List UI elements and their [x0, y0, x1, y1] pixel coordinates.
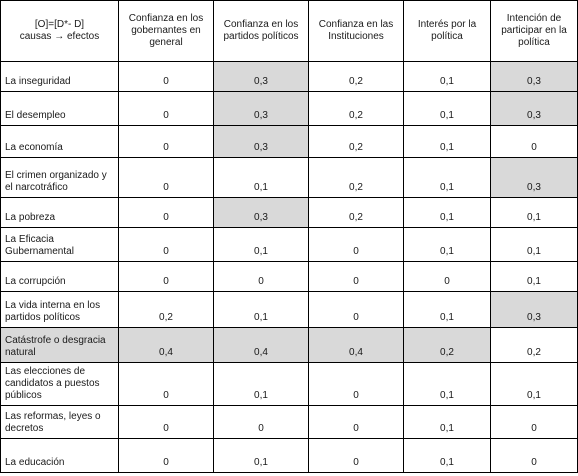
matrix-cell: 0,1: [403, 227, 491, 262]
column-header: Confianza en las Instituciones: [308, 0, 404, 62]
matrix-cell: 0: [308, 291, 404, 328]
matrix-cell: 0,1: [403, 291, 491, 328]
matrix-cell: 0,2: [308, 61, 404, 92]
matrix-cell: 0,3: [213, 61, 309, 92]
matrix-cell: 0: [118, 261, 214, 292]
row-label: La vida interna en los partidos político…: [0, 291, 119, 328]
matrix-cell: 0,2: [403, 327, 491, 363]
matrix-cell: 0: [308, 438, 404, 473]
matrix-cell: 0,3: [213, 197, 309, 228]
row-label: La educación: [0, 438, 119, 473]
matrix-cell: 0: [118, 438, 214, 473]
column-header: Intención de participar en la política: [490, 0, 578, 62]
row-label: El desempleo: [0, 91, 119, 126]
row-label: La pobreza: [0, 197, 119, 228]
matrix-cell: 0,3: [213, 91, 309, 126]
matrix-cell: 0,1: [403, 125, 491, 158]
matrix-cell: 0: [490, 125, 578, 158]
matrix-cell: 0,4: [118, 327, 214, 363]
matrix-cell: 0,1: [213, 362, 309, 406]
matrix-body: La inseguridad 0 0,3 0,2 0,1 0,3 El desempleo 0…: [0, 61, 578, 473]
matrix-cell: 0,1: [213, 227, 309, 262]
matrix-cell: 0,4: [308, 327, 404, 363]
table-row: Las reformas, leyes o decretos 0 0 0 0,1 0: [0, 405, 578, 439]
matrix-cell: 0: [403, 261, 491, 292]
matrix-cell: 0,1: [403, 61, 491, 92]
matrix-cell: 0: [213, 261, 309, 292]
matrix-cell: 0,3: [213, 125, 309, 158]
matrix-cell: 0: [118, 125, 214, 158]
matrix-cell: 0,1: [403, 438, 491, 473]
matrix-cell: 0,1: [490, 261, 578, 292]
matrix-cell: 0,1: [403, 157, 491, 198]
matrix-cell: 0,3: [490, 291, 578, 328]
matrix-cell: 0,1: [403, 405, 491, 439]
matrix-cell: 0: [308, 362, 404, 406]
matrix-cell: 0,2: [490, 327, 578, 363]
column-header: Confianza en los gobernantes en general: [118, 0, 214, 62]
matrix-cell: 0,1: [213, 157, 309, 198]
matrix-cell: 0,2: [118, 291, 214, 328]
matrix-cell: 0: [118, 91, 214, 126]
row-label: Las elecciones de candidatos a puestos p…: [0, 362, 119, 406]
matrix-cell: 0,2: [308, 197, 404, 228]
matrix-cell: 0,2: [308, 91, 404, 126]
matrix-cell: 0: [308, 261, 404, 292]
table-row: La economía 0 0,3 0,2 0,1 0: [0, 125, 578, 158]
table-row: La pobreza 0 0,3 0,2 0,1 0,1: [0, 197, 578, 228]
matrix-cell: 0,2: [308, 157, 404, 198]
matrix-cell: 0: [308, 405, 404, 439]
column-header: Confianza en los partidos políticos: [213, 0, 309, 62]
row-label: La Eficacia Gubernamental: [0, 227, 119, 262]
table-row: La inseguridad 0 0,3 0,2 0,1 0,3: [0, 61, 578, 92]
row-label: La inseguridad: [0, 61, 119, 92]
matrix-cell: 0,3: [490, 91, 578, 126]
matrix-cell: 0,1: [403, 362, 491, 406]
matrix-cell: 0: [308, 227, 404, 262]
matrix-cell: 0: [213, 405, 309, 439]
table-row: La Eficacia Gubernamental 0 0,1 0 0,1 0,1: [0, 227, 578, 262]
column-header: Interés por la política: [403, 0, 491, 62]
row-label: Catástrofe o desgracia natural: [0, 327, 119, 363]
table-row: Catástrofe o desgracia natural 0,4 0,4 0,4 0…: [0, 327, 578, 363]
matrix-cell: 0,1: [403, 91, 491, 126]
table-row: El desempleo 0 0,3 0,2 0,1 0,3: [0, 91, 578, 126]
matrix-cell: 0,1: [490, 197, 578, 228]
matrix-cell: 0: [118, 405, 214, 439]
matrix-cell: 0,4: [213, 327, 309, 363]
matrix-cell: 0: [118, 61, 214, 92]
corner-header: [O]=[D*- D] causas → efectos: [0, 0, 119, 62]
matrix-cell: 0: [118, 197, 214, 228]
matrix-cell: 0,1: [490, 227, 578, 262]
matrix-cell: 0: [490, 438, 578, 473]
header-row: [O]=[D*- D] causas → efectos Confianza e…: [0, 0, 578, 62]
table-row: La corrupción 0 0 0 0 0,1: [0, 261, 578, 292]
table-row: El crimen organizado y el narcotráfico 0 0…: [0, 157, 578, 198]
matrix-cell: 0: [490, 405, 578, 439]
row-label: La economía: [0, 125, 119, 158]
matrix-cell: 0,1: [213, 438, 309, 473]
matrix-cell: 0,1: [490, 362, 578, 406]
matrix-cell: 0: [118, 157, 214, 198]
matrix-cell: 0: [118, 362, 214, 406]
row-label: La corrupción: [0, 261, 119, 292]
table-row: La vida interna en los partidos político…: [0, 291, 578, 328]
corner-direction: causas → efectos: [19, 31, 100, 42]
matrix-cell: 0,2: [308, 125, 404, 158]
matrix-cell: 0,1: [213, 291, 309, 328]
matrix-cell: 0,1: [403, 197, 491, 228]
row-label: El crimen organizado y el narcotráfico: [0, 157, 119, 198]
table-row: La educación 0 0,1 0 0,1 0: [0, 438, 578, 473]
matrix-cell: 0,3: [490, 157, 578, 198]
corner-formula: [O]=[D*- D]: [34, 19, 85, 30]
table-row: Las elecciones de candidatos a puestos p…: [0, 362, 578, 406]
row-label: Las reformas, leyes o decretos: [0, 405, 119, 439]
matrix-cell: 0: [118, 227, 214, 262]
matrix-cell: 0,3: [490, 61, 578, 92]
